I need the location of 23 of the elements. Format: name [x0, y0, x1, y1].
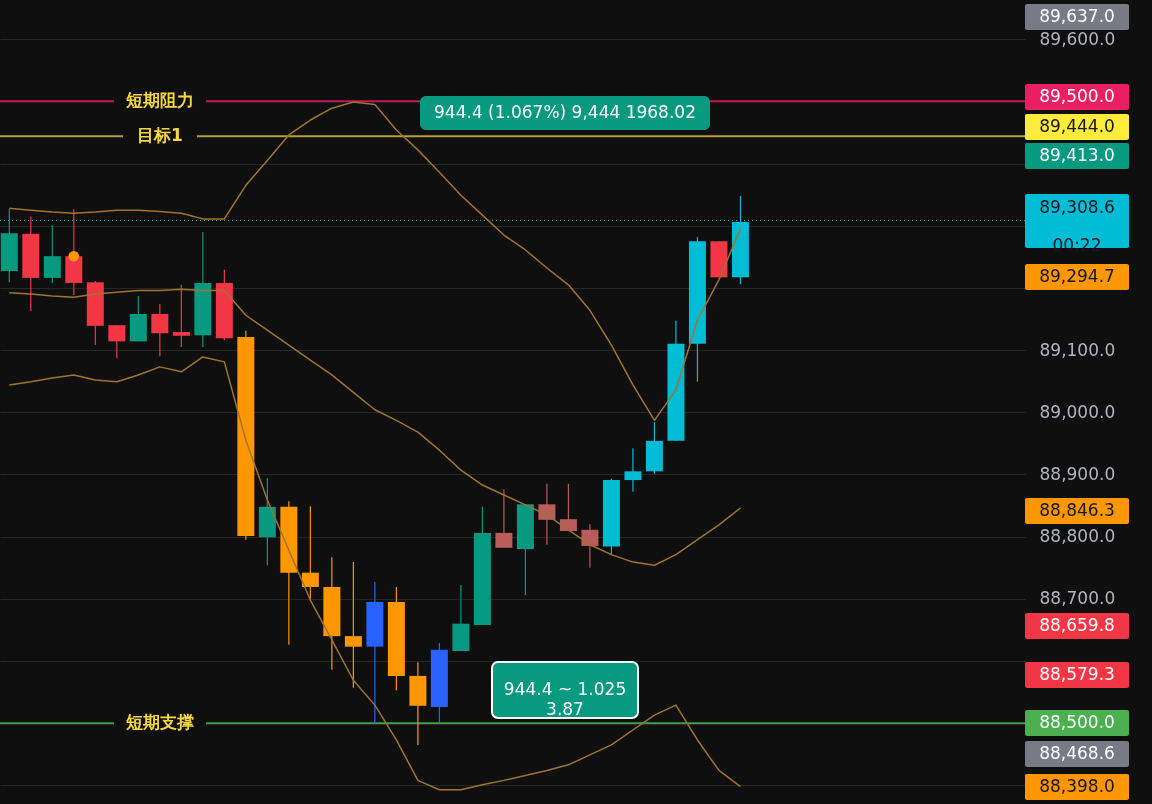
- y-tick-label: 89,000.0: [1039, 401, 1116, 422]
- text: 89,413.0: [1039, 145, 1115, 165]
- ref-line-label: 短期支撑: [125, 712, 194, 733]
- text: 89,444.0: [1039, 116, 1115, 136]
- ref-line-label: 短期阻力: [125, 90, 194, 111]
- annotation: 944.4 (1.067%) 9,444 1968.02: [434, 102, 696, 122]
- text: 89,637.0: [1039, 6, 1115, 26]
- text: 88,846.3: [1039, 500, 1115, 520]
- text: 88,398.0: [1039, 776, 1115, 796]
- y-tick-label: 89,100.0: [1039, 339, 1116, 360]
- y-tick-label: 89,600.0: [1039, 28, 1116, 49]
- text: 89,500.0: [1039, 86, 1115, 106]
- text: 88,500.0: [1039, 712, 1115, 732]
- y-tick-label: 88,800.0: [1039, 526, 1116, 547]
- text: 88,659.8: [1039, 615, 1115, 635]
- text: 89,294.7: [1039, 266, 1115, 286]
- y-tick-label: 88,700.0: [1039, 588, 1116, 609]
- annotation: 944.4 ~ 1.025 3.87: [503, 679, 627, 719]
- text: 88,468.6: [1039, 743, 1115, 763]
- text: 89,308.6: [1039, 197, 1115, 217]
- text: 88,579.3: [1039, 664, 1115, 684]
- ref-line-label: 目标1: [137, 125, 183, 146]
- y-tick-label: 88,900.0: [1039, 463, 1116, 484]
